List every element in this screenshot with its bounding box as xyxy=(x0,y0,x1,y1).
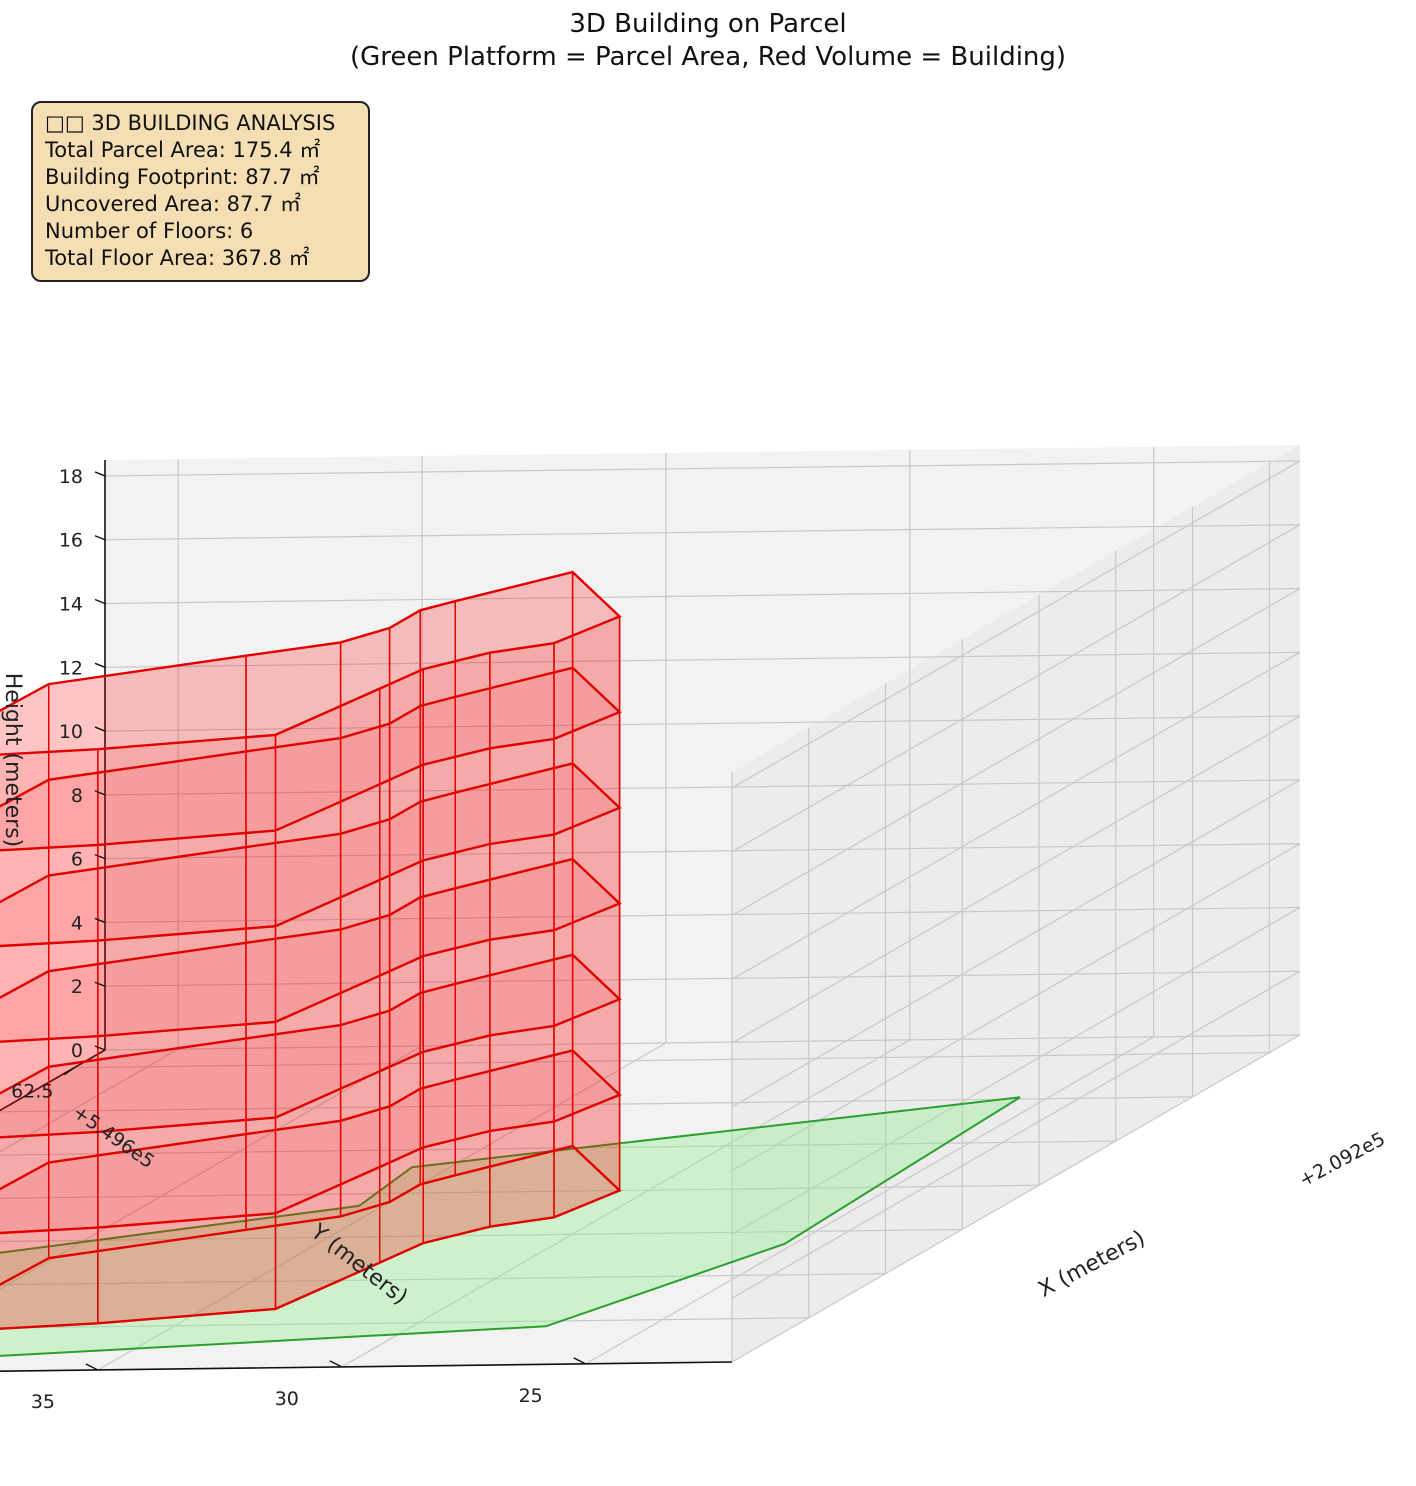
z-tick-label: 12 xyxy=(59,657,83,679)
z-tick-label: 2 xyxy=(71,976,83,998)
grid-line-z-right xyxy=(731,460,1301,789)
grid-line-x-floor xyxy=(0,1273,886,1286)
back-pane-right xyxy=(732,445,1300,1362)
grid-line-z-left xyxy=(104,651,1301,668)
info-line-floors: Number of Floors: 6 xyxy=(45,219,254,243)
grid-line-z-right xyxy=(731,651,1301,980)
z-tick-label: 18 xyxy=(59,466,83,488)
floor-slab xyxy=(0,570,622,756)
floor-slab xyxy=(0,1144,622,1330)
info-line-floor-area: Total Floor Area: 367.8 ㎡ xyxy=(45,246,310,270)
y-tick-label: 30 xyxy=(275,1388,299,1410)
building-layer xyxy=(0,570,622,1330)
info-line-parcel-area: Total Parcel Area: 175.4 ㎡ xyxy=(45,138,321,162)
axis-lines xyxy=(0,460,733,1372)
grid-line-z-right xyxy=(731,715,1301,1044)
chart-title-line-2: (Green Platform = Parcel Area, Red Volum… xyxy=(349,42,1067,72)
z-tick-mark xyxy=(94,790,106,796)
x-axis-label: X (meters) xyxy=(1034,1226,1149,1303)
z-tick-mark xyxy=(94,853,106,860)
grid-line-x-floor xyxy=(0,1140,1116,1156)
z-tick-mark xyxy=(94,981,106,987)
grid-line-z-right xyxy=(731,1034,1301,1363)
floor-slab xyxy=(0,857,622,1043)
y-tick-label: 25 xyxy=(519,1385,543,1407)
grid-line-y-floor xyxy=(585,1036,1154,1365)
z-tick-mark xyxy=(94,471,106,477)
y-axis-line xyxy=(0,1361,733,1372)
grid-line-z-right xyxy=(731,524,1301,853)
x-tick-mark xyxy=(63,1067,75,1076)
grid-line-z-right xyxy=(731,906,1301,1235)
grid-line-z-left xyxy=(104,970,1301,987)
parcel-layer xyxy=(0,1096,1021,1357)
info-heading: □□ 3D BUILDING ANALYSIS xyxy=(45,111,336,135)
grid-line-z-left xyxy=(104,524,1301,541)
grid-line-z-left xyxy=(104,1034,1301,1051)
analysis-info-box: □□ 3D BUILDING ANALYSIS Total Parcel Are… xyxy=(31,101,370,282)
z-tick-label: 14 xyxy=(59,594,83,616)
chart-title-line-1: 3D Building on Parcel xyxy=(569,9,847,39)
grid-line-z-left xyxy=(104,587,1301,605)
chart-title: 3D Building on Parcel (Green Platform = … xyxy=(0,8,1416,74)
z-tick-mark xyxy=(94,1045,106,1051)
z-tick-mark xyxy=(94,726,106,732)
grid-line-z-right xyxy=(731,587,1301,917)
grid-line-x-floor xyxy=(0,1184,1040,1199)
z-tick-mark xyxy=(94,917,106,924)
z-axis-label: Height (meters) xyxy=(0,673,25,848)
z-tick-label: 8 xyxy=(71,785,83,807)
info-line-uncovered: Uncovered Area: 87.7 ㎡ xyxy=(45,192,302,216)
y-tick-label: 35 xyxy=(31,1391,55,1413)
grid-line-z-left xyxy=(104,715,1301,732)
grid-line-z-left xyxy=(104,779,1301,796)
z-tick-label: 16 xyxy=(59,530,83,552)
z-tick-label: 6 xyxy=(71,849,83,871)
x-axis-line xyxy=(0,1049,106,1112)
z-tick-label: 0 xyxy=(71,1040,83,1062)
grid-line-y-floor xyxy=(0,1045,423,1290)
grid-line-z-right xyxy=(731,843,1301,1172)
z-tick-label: 4 xyxy=(71,912,83,934)
z-tick-mark xyxy=(94,662,106,668)
x-offset-label: +2.092e5 xyxy=(1295,1128,1388,1192)
grid-line-x-floor xyxy=(0,1317,809,1329)
grid-line-y-floor xyxy=(0,1048,179,1153)
grid-line-y-floor xyxy=(341,1039,911,1368)
parcel-platform xyxy=(0,1096,1021,1357)
z-tick-mark xyxy=(94,598,106,605)
grid-line-z-right xyxy=(731,970,1301,1299)
floor-slab xyxy=(0,953,622,1139)
tick-labels: 62.565.067.570.072.575.077.580.025303540… xyxy=(11,466,586,1413)
floor-slab xyxy=(0,762,622,948)
x-tick-label: 62.5 xyxy=(11,1081,53,1103)
y-tick-mark xyxy=(573,1357,586,1365)
z-tick-label: 10 xyxy=(59,721,83,743)
grid-line-z-left xyxy=(104,906,1301,924)
grid-line-z-right xyxy=(731,779,1301,1108)
y-tick-mark xyxy=(85,1363,99,1371)
y-tick-mark xyxy=(329,1360,343,1368)
floor-slab xyxy=(0,1049,622,1235)
grid-line-x-floor xyxy=(0,1228,963,1243)
floor-slab xyxy=(0,666,622,852)
axis-panes xyxy=(0,445,1300,1372)
z-tick-mark xyxy=(94,535,106,541)
grid-line-z-left xyxy=(104,460,1301,477)
grid-line-x-floor xyxy=(74,1052,1270,1069)
info-line-footprint: Building Footprint: 87.7 ㎡ xyxy=(45,165,320,189)
grid-line-z-left xyxy=(104,843,1301,860)
